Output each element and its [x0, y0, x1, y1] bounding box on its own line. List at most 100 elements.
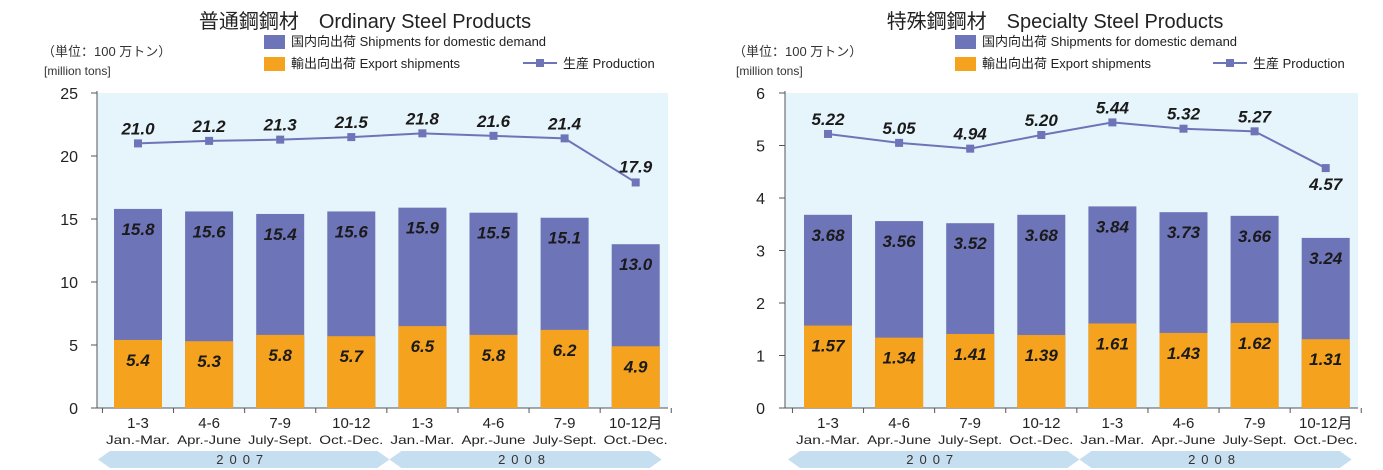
data-label-domestic: 3.56 [883, 232, 917, 251]
data-label-export: 1.61 [1096, 334, 1129, 353]
y-tick-label: 6 [756, 86, 765, 103]
data-label-export: 1.39 [1025, 346, 1059, 365]
data-label-export: 5.8 [268, 346, 292, 365]
legend-label-production: 生産 Production [563, 56, 655, 71]
data-label-domestic: 15.6 [335, 222, 369, 241]
x-category-sublabel: Jan.-Mar. [390, 433, 454, 447]
x-category-label: 7-9 [959, 415, 981, 432]
production-point [276, 135, 285, 144]
x-category-label: 10-12月 [1299, 415, 1352, 432]
year-band-2007 [98, 451, 390, 468]
y-tick-label: 1 [756, 349, 765, 366]
x-category-sublabel: Oct.-Dec. [604, 433, 668, 447]
y-tick-label: 25 [60, 86, 78, 103]
data-label-export: 1.43 [1167, 344, 1201, 363]
chart-2: 特殊鋼鋼材 Specialty Steel Products （単位：100 万ト… [733, 10, 1362, 468]
data-label-export: 5.3 [197, 352, 221, 371]
y-tick-label: 5 [756, 139, 765, 156]
bar-export [1159, 332, 1208, 408]
unit-label-jp: （単位：100 万トン） [42, 44, 171, 59]
x-category-label: 10-12月 [609, 415, 662, 432]
x-category-sublabel: Oct.-Dec. [319, 433, 383, 447]
x-category-label: 1-3 [817, 415, 839, 432]
x-category-sublabel: Apr.-June [177, 433, 241, 447]
x-category-sublabel: Jan.-Mar. [1080, 433, 1144, 447]
production-point [1108, 118, 1117, 127]
year-label: 2007 [216, 452, 269, 467]
data-label-production: 5.32 [1167, 105, 1201, 124]
x-category-label: 1-3 [127, 415, 149, 432]
data-label-export: 1.34 [883, 349, 917, 368]
x-category-sublabel: Jan.-Mar. [796, 433, 860, 447]
production-point [347, 133, 356, 142]
data-label-domestic: 15.4 [264, 225, 298, 244]
y-tick-label: 4 [756, 191, 765, 208]
x-category-label: 4-6 [198, 415, 220, 432]
production-line [827, 121, 1327, 169]
year-label: 2008 [498, 452, 551, 467]
y-tick-label: 0 [69, 401, 78, 418]
data-label-export: 5.4 [126, 351, 150, 370]
unit-label-jp: （単位：100 万トン） [733, 44, 862, 59]
bar-export [804, 325, 852, 408]
data-label-export: 6.2 [553, 341, 577, 360]
legend-label-production: 生産 Production [1253, 56, 1345, 71]
production-point [824, 129, 832, 138]
production-point [205, 136, 214, 145]
x-category-label: 10-12 [332, 415, 370, 432]
data-label-production: 21.3 [263, 116, 298, 135]
year-band-2007 [788, 451, 1080, 468]
y-tick-label: 5 [69, 338, 78, 355]
x-category-sublabel: July-Sept. [533, 433, 597, 447]
x-category-label: 7-9 [554, 415, 576, 432]
production-point [1037, 131, 1046, 139]
legend-marker-production [1226, 59, 1234, 67]
production-point [966, 144, 975, 153]
data-label-export: 1.41 [954, 345, 987, 364]
year-band-2008 [1079, 451, 1352, 468]
data-label-export: 5.8 [482, 346, 506, 365]
bar-export [540, 329, 589, 408]
production-point [134, 139, 142, 148]
data-label-production: 17.9 [619, 157, 653, 176]
x-category-sublabel: Oct.-Dec. [1009, 433, 1073, 447]
data-label-export: 6.5 [411, 337, 435, 356]
x-category-label: 1-3 [412, 415, 434, 432]
data-label-production: 5.27 [1238, 107, 1273, 126]
data-label-domestic: 15.9 [406, 219, 440, 238]
legend-swatch-export [264, 57, 285, 71]
data-label-domestic: 15.5 [477, 224, 511, 243]
data-label-export: 1.57 [811, 337, 846, 356]
bar-export [946, 333, 995, 408]
chart-title: 特殊鋼鋼材 Specialty Steel Products [887, 10, 1224, 33]
production-point [1179, 124, 1188, 133]
bar-export [327, 336, 376, 408]
chart-title: 普通鋼鋼材 Ordinary Steel Products [199, 10, 531, 33]
legend-swatch-domestic [955, 35, 976, 49]
data-label-export: 1.62 [1238, 334, 1272, 353]
x-category-sublabel: Apr.-June [462, 433, 526, 447]
data-label-production: 21.2 [192, 117, 227, 136]
production-point [1321, 164, 1330, 173]
unit-label-en: [million tons] [736, 64, 803, 78]
data-label-production: 21.8 [405, 109, 440, 128]
data-label-domestic: 15.6 [193, 222, 227, 241]
x-category-sublabel: Oct.-Dec. [1294, 433, 1358, 447]
x-category-label: 10-12 [1022, 415, 1060, 432]
x-category-label: 1-3 [1102, 415, 1124, 432]
data-label-domestic: 15.8 [121, 220, 155, 239]
data-label-domestic: 3.84 [1096, 217, 1130, 236]
data-label-domestic: 3.68 [811, 226, 845, 245]
y-tick-label: 20 [60, 149, 78, 166]
x-category-sublabel: July-Sept. [1223, 433, 1287, 447]
bar-export [875, 337, 924, 408]
x-category-label: 4-6 [1173, 415, 1195, 432]
data-label-production: 21.0 [120, 119, 155, 138]
legend-swatch-domestic [264, 35, 285, 49]
data-label-production: 4.57 [1308, 175, 1344, 194]
data-label-production: 5.22 [811, 110, 845, 129]
legend-marker-production [536, 59, 544, 67]
x-category-sublabel: Apr.-June [1152, 433, 1216, 447]
data-label-production: 4.94 [953, 125, 988, 144]
data-label-production: 5.20 [1025, 111, 1059, 130]
